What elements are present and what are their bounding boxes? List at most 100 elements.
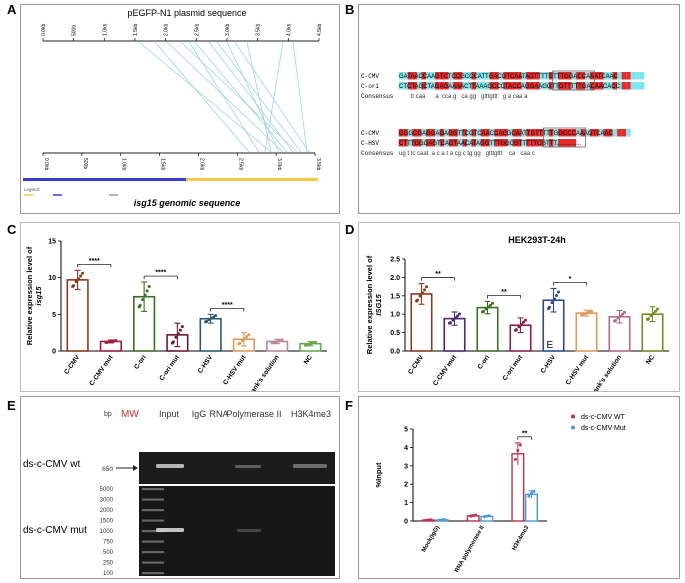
residue-highlight: [421, 139, 426, 147]
residue-highlight: [594, 129, 599, 137]
bottom-tick-label: 500b: [82, 158, 88, 169]
x-tick-label: Hank's solution: [247, 354, 281, 391]
bottom-tick-label: 1.0kb: [121, 158, 127, 170]
residue-highlight: [567, 129, 572, 137]
bottom-tick-label: 3.5kb: [315, 158, 321, 170]
residue-highlight: [630, 82, 636, 90]
data-point: [438, 518, 442, 522]
data-point: [214, 314, 218, 318]
y-tick-label: 5: [52, 312, 56, 319]
data-point: [555, 294, 558, 298]
residue-highlight: [407, 129, 413, 137]
residue-highlight: [462, 129, 467, 137]
legend-label: ds-c-CMV WT: [581, 414, 626, 421]
data-point: [522, 320, 525, 324]
residue-highlight: [489, 82, 495, 90]
x-tick-label: H3K4me3: [512, 524, 531, 551]
y-tick-label: 1.5: [390, 293, 400, 300]
synteny-link: [208, 41, 294, 153]
ladder-band: [142, 561, 164, 564]
residue-highlight: [498, 72, 504, 80]
annotation-text: E: [547, 340, 554, 351]
data-point: [427, 518, 431, 522]
residue-highlight: [494, 82, 499, 90]
residue-highlight: [567, 72, 572, 80]
alignment-row-name: C-CMV: [361, 130, 379, 137]
residue-highlight: [421, 82, 426, 90]
residue-highlight: [635, 82, 640, 90]
data-point: [513, 457, 517, 461]
data-point: [79, 274, 83, 278]
residue-highlight: [489, 139, 495, 147]
residue-highlight: [507, 82, 513, 90]
ladder-band: [142, 488, 164, 491]
residue-highlight: [608, 129, 613, 137]
band-h3k4-wt: [293, 464, 327, 468]
residue-highlight: [476, 129, 481, 137]
y-axis-label-line1: Relative expression level of: [365, 255, 374, 354]
residue-highlight: [407, 82, 413, 90]
data-point: [303, 343, 307, 347]
data-point: [170, 341, 174, 345]
panel-c: 0 5 10 15 Relative expression level ofisg15 C…: [20, 222, 340, 398]
residue-highlight: [426, 139, 431, 147]
residue-highlight: [448, 129, 454, 137]
residue-highlight: [521, 82, 527, 90]
data-point: [71, 285, 75, 289]
residue-highlight: [557, 82, 563, 90]
data-point: [517, 325, 521, 329]
data-point: [429, 518, 433, 522]
residue-highlight: [603, 72, 608, 80]
residue-highlight: [544, 129, 549, 137]
residue-highlight: [453, 139, 458, 147]
data-point: [174, 335, 178, 339]
lane-label: Input: [159, 409, 180, 419]
bar-chart-c: 0 5 10 15 Relative expression level ofisg15 C…: [25, 239, 327, 398]
residue-highlight: [585, 82, 590, 90]
data-point: [176, 332, 180, 336]
residue-highlight: [485, 139, 490, 147]
data-point: [110, 339, 114, 343]
panel-label-a: A: [7, 2, 17, 17]
residue-highlight: [626, 129, 631, 137]
data-point: [204, 320, 208, 324]
data-point: [274, 340, 278, 344]
data-point: [81, 271, 85, 275]
plasmid-title: pEGFP-N1 plasmid sequence: [127, 8, 246, 18]
data-point: [580, 313, 583, 317]
residue-highlight: [589, 82, 595, 90]
data-point: [243, 337, 247, 341]
data-point: [145, 289, 149, 293]
significance-label: ****: [155, 270, 166, 277]
sequence-alignment: C-CMV GATAACCAAGTCTCCGCCCATTGACGTCAATAGTT…: [361, 70, 645, 157]
panel-label-c: C: [7, 222, 17, 237]
y-tick-label: 4: [404, 445, 408, 452]
synteny-link: [264, 41, 284, 153]
residue-highlight: [553, 139, 558, 147]
data-point: [646, 317, 649, 321]
alignment-row-name: C-HSV: [361, 140, 379, 147]
residue-highlight: [507, 72, 513, 80]
y-tick-label: 2: [404, 482, 408, 489]
residue-highlight: [430, 72, 436, 80]
residue-highlight: [526, 139, 531, 147]
residue-highlight: [539, 129, 545, 137]
data-point: [481, 310, 484, 314]
data-point: [654, 309, 657, 313]
bar: [524, 493, 538, 522]
data-point: [527, 494, 531, 498]
residue-highlight: [553, 82, 558, 90]
residue-highlight: [598, 82, 604, 90]
top-tick-label: 0.0kb: [41, 24, 47, 36]
y-axis-label: %Input: [374, 462, 383, 487]
motif-box: [552, 70, 596, 91]
synteny-link: [138, 41, 272, 153]
top-tick-label: 4.5kb: [317, 24, 323, 36]
x-tick-label: NC: [303, 354, 314, 366]
top-tick-label: 500b: [72, 25, 78, 36]
residue-highlight: [553, 72, 558, 80]
residue-highlight: [517, 139, 522, 147]
residue-highlight: [562, 72, 568, 80]
residue-highlight: [571, 129, 577, 137]
